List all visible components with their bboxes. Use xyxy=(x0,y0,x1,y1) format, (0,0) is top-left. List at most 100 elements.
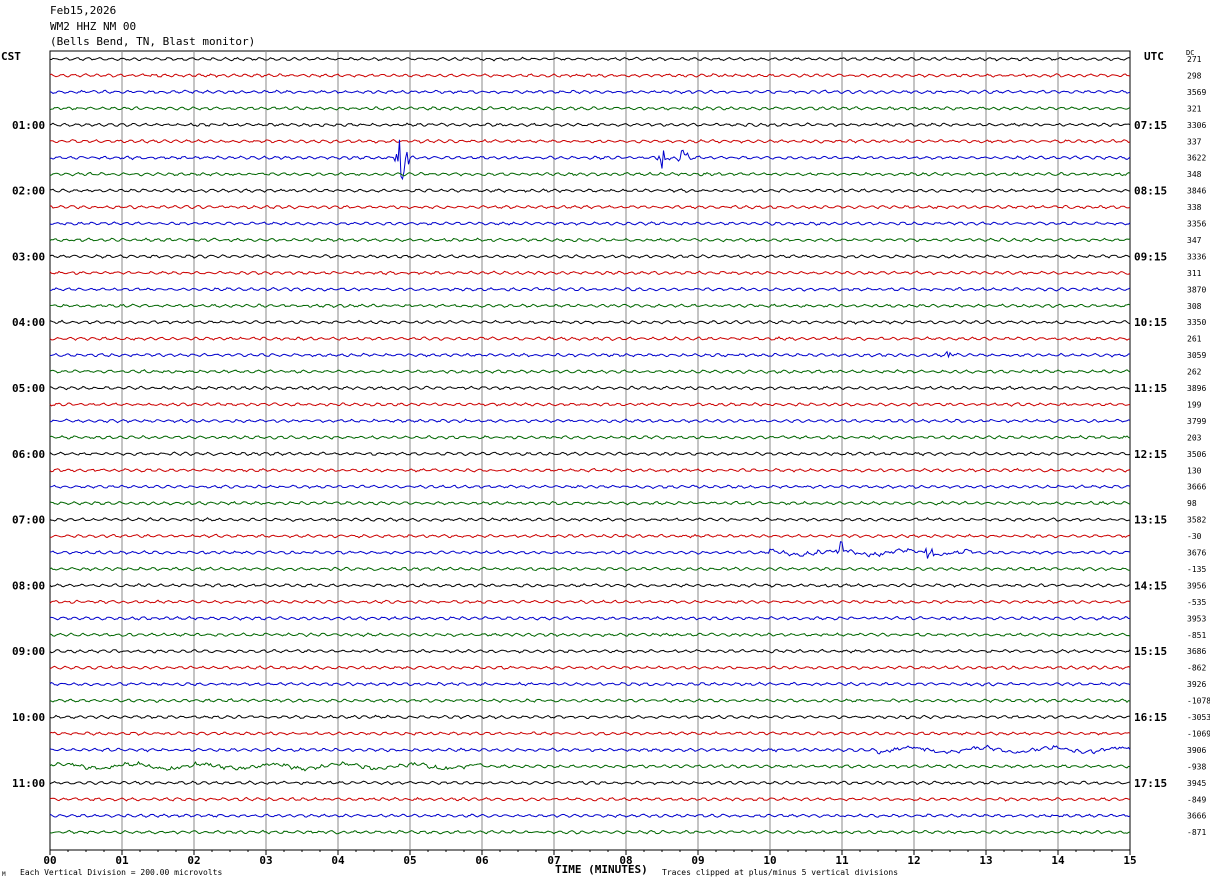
station-location: (Bells Bend, TN, Blast monitor) xyxy=(50,35,256,48)
seismic-trace xyxy=(49,566,1131,572)
seismic-trace xyxy=(49,451,1131,457)
x-axis-title: TIME (MINUTES) xyxy=(555,863,648,876)
corner-mark: M xyxy=(2,871,6,878)
dc-offset-label: 321 xyxy=(1187,104,1202,113)
seismic-trace xyxy=(49,138,1131,144)
x-tick-label: 08 xyxy=(619,854,632,867)
left-hour-label: 09:00 xyxy=(12,645,45,658)
seismic-trace xyxy=(49,780,1131,786)
dc-offset-label: -938 xyxy=(1187,762,1206,771)
dc-offset-label: 3666 xyxy=(1187,812,1206,821)
x-tick-label: 05 xyxy=(403,854,416,867)
dc-offset-label: 3906 xyxy=(1187,746,1206,755)
seismic-trace xyxy=(49,106,1131,111)
dc-offset-label: 3059 xyxy=(1187,351,1206,360)
seismic-trace xyxy=(50,56,1131,62)
seismic-trace xyxy=(49,402,1131,407)
dc-offset-label: 348 xyxy=(1187,170,1202,179)
seismic-trace xyxy=(50,139,1131,181)
right-hour-label: 09:15 xyxy=(1134,250,1167,263)
seismic-trace xyxy=(49,467,1131,473)
dc-offset-label: 3582 xyxy=(1187,516,1206,525)
left-hour-label: 02:00 xyxy=(12,185,45,198)
dc-offset-label: 3686 xyxy=(1187,647,1206,656)
right-hour-label: 10:15 xyxy=(1134,316,1167,329)
x-tick-label: 00 xyxy=(43,854,56,867)
seismic-trace xyxy=(49,582,1131,588)
left-hour-label: 06:00 xyxy=(12,448,45,461)
x-tick-label: 15 xyxy=(1123,854,1136,867)
seismic-trace xyxy=(49,632,1131,638)
dc-offset-label: 261 xyxy=(1187,335,1202,344)
dc-offset-label: 98 xyxy=(1187,499,1197,508)
dc-offset-label: 262 xyxy=(1187,368,1202,377)
left-hour-label: 10:00 xyxy=(12,711,45,724)
seismic-trace xyxy=(49,813,1131,819)
x-tick-label: 01 xyxy=(115,854,129,867)
dc-offset-label: 3569 xyxy=(1187,88,1206,97)
dc-offset-label: -849 xyxy=(1187,795,1206,804)
seismic-trace xyxy=(49,760,1131,772)
x-tick-label: 04 xyxy=(331,854,345,867)
left-hour-label: 08:00 xyxy=(12,579,45,592)
seismic-trace xyxy=(50,615,1131,621)
dc-offset-label: 3666 xyxy=(1187,483,1206,492)
x-tick-label: 09 xyxy=(691,854,704,867)
seismic-trace xyxy=(49,434,1131,440)
left-timezone-label: CST xyxy=(1,50,21,63)
seismic-trace xyxy=(49,829,1131,835)
dc-offset-label: 311 xyxy=(1187,269,1202,278)
dc-offset-label: 298 xyxy=(1187,71,1202,80)
seismic-trace xyxy=(49,73,1131,78)
seismic-trace xyxy=(49,221,1131,226)
right-hour-label: 17:15 xyxy=(1134,777,1167,790)
dc-offset-label: 338 xyxy=(1187,203,1202,212)
seismic-trace xyxy=(49,698,1131,704)
dc-offset-label: 3956 xyxy=(1187,581,1206,590)
time-grid xyxy=(49,50,1131,855)
dc-offset-label: -30 xyxy=(1187,532,1202,541)
seismic-trace xyxy=(49,385,1131,391)
dc-offset-label: -871 xyxy=(1187,828,1206,837)
seismic-trace xyxy=(49,204,1131,210)
x-tick-label: 06 xyxy=(475,854,489,867)
x-tick-label: 12 xyxy=(907,854,920,867)
scale-note: Each Vertical Division = 200.00 microvol… xyxy=(20,868,223,877)
seismic-trace xyxy=(49,188,1131,193)
seismic-trace xyxy=(49,122,1131,128)
seismic-trace xyxy=(49,418,1131,424)
dc-offset-label: 3350 xyxy=(1187,318,1206,327)
seismic-trace xyxy=(49,796,1131,802)
seismic-trace xyxy=(49,730,1131,736)
right-hour-label: 15:15 xyxy=(1134,645,1167,658)
dc-offset-label: 3676 xyxy=(1187,549,1206,558)
plot-frame xyxy=(49,50,1131,851)
seismic-trace xyxy=(49,517,1131,522)
seismic-trace xyxy=(49,533,1131,539)
seismic-trace xyxy=(49,303,1131,308)
right-hour-label: 08:15 xyxy=(1134,185,1167,198)
dc-offset-label: 3896 xyxy=(1187,384,1206,393)
trace-group xyxy=(49,56,1131,835)
seismic-trace xyxy=(49,89,1131,95)
seismic-trace xyxy=(49,541,1131,559)
seismic-trace xyxy=(49,744,1131,755)
label-group: 00 01 02 03 04 05 06 07 08 09 10 11 12 13 14 15 271 298 35… xyxy=(12,55,1210,867)
right-hour-label: 14:15 xyxy=(1134,579,1167,592)
dc-offset-label: -851 xyxy=(1187,631,1206,640)
x-tick-label: 11 xyxy=(835,854,849,867)
left-hour-label: 07:00 xyxy=(12,514,45,527)
seismic-trace xyxy=(49,319,1131,325)
left-hour-label: 05:00 xyxy=(12,382,45,395)
right-hour-label: 13:15 xyxy=(1134,514,1167,527)
dc-offset-label: 337 xyxy=(1187,137,1202,146)
left-hour-label: 11:00 xyxy=(12,777,45,790)
dc-offset-label: -862 xyxy=(1187,664,1206,673)
dc-offset-label: -1069 xyxy=(1187,729,1210,738)
dc-offset-label: 3926 xyxy=(1187,680,1206,689)
dc-offset-label: 308 xyxy=(1187,302,1202,311)
station-code: WM2 HHZ NM 00 xyxy=(50,20,137,33)
seismic-trace xyxy=(49,369,1131,374)
seismic-trace xyxy=(49,665,1131,670)
x-tick-label: 10 xyxy=(763,854,776,867)
